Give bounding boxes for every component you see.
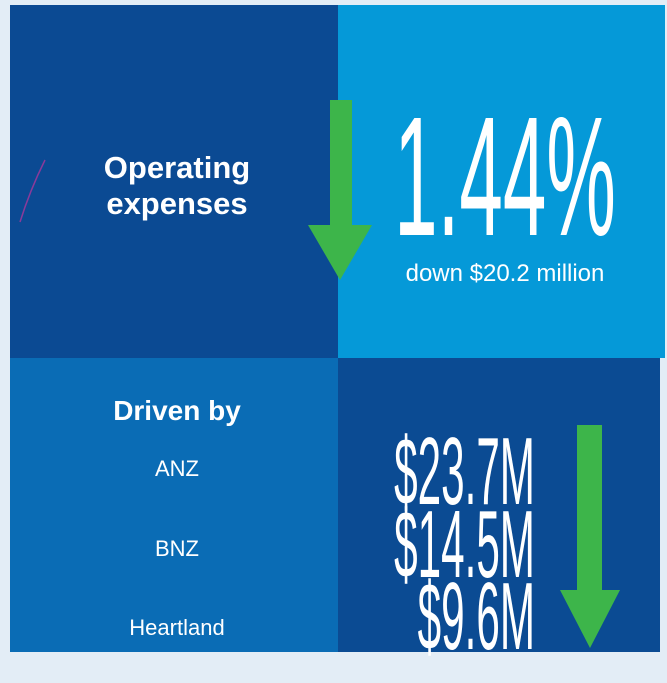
percent-group: 1.44%: [394, 82, 616, 272]
panel-top-left: [10, 5, 338, 358]
title-line: expenses: [106, 186, 247, 221]
percent: 1.44%: [394, 82, 616, 272]
down-arrow: [560, 425, 620, 648]
down-arrow: [308, 100, 372, 280]
amount-group: $23.7M: [394, 417, 535, 524]
panel-top-right: [338, 5, 665, 358]
driver-amount: $23.7M: [394, 417, 535, 524]
amount-group: $14.5M: [394, 490, 535, 597]
driven-by: Driven by: [113, 395, 241, 426]
panel-bottom-left: [10, 358, 338, 652]
driver-name: BNZ: [155, 536, 199, 561]
driver-amount: $9.6M: [418, 562, 535, 669]
change-text: down $20.2 million: [406, 260, 605, 287]
driver-amount: $14.5M: [394, 490, 535, 597]
title-line: Operating: [104, 150, 250, 185]
decorative-line: [19, 159, 46, 223]
amount-group: $9.6M: [418, 562, 535, 669]
driver-name: ANZ: [155, 456, 199, 481]
driver-name: Heartland: [129, 615, 224, 640]
